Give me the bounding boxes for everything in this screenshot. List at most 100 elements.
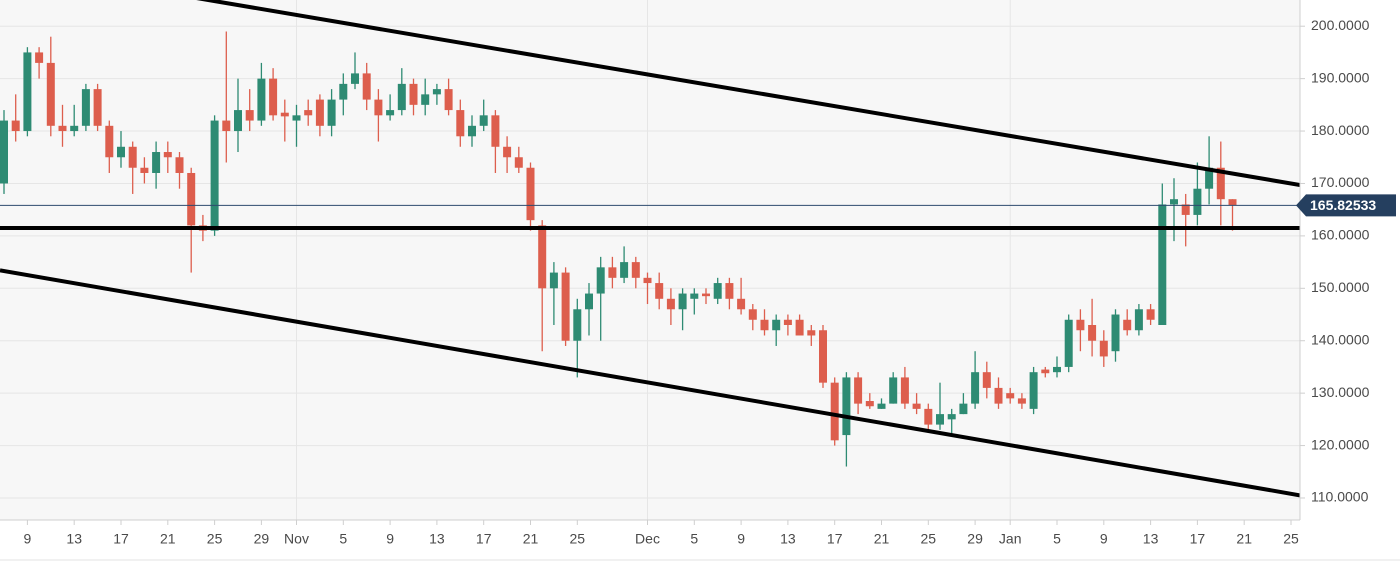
trendline: [0, 268, 1300, 498]
candle-body: [234, 110, 242, 132]
candle-body: [666, 298, 675, 310]
y-tick-label: 160.0000: [1311, 227, 1370, 243]
candle-body: [900, 377, 909, 404]
candle-body: [1041, 369, 1050, 374]
y-tick-label: 200.0000: [1311, 17, 1370, 33]
candle-body: [877, 403, 886, 409]
candle-body: [117, 146, 125, 158]
candle-body: [807, 330, 816, 336]
candle-body: [596, 267, 605, 294]
y-tick-label: 110.0000: [1311, 489, 1369, 505]
candle-body: [1053, 366, 1061, 373]
last-price-badge: [1296, 194, 1396, 217]
candle-body: [1064, 319, 1073, 367]
candle-body: [1181, 204, 1190, 215]
candle-body: [1076, 319, 1085, 331]
candle-body: [409, 83, 418, 105]
y-tick-label: 140.0000: [1311, 331, 1370, 347]
candle-body: [280, 112, 289, 117]
candle-body: [936, 414, 944, 425]
candle-body: [1170, 199, 1178, 205]
candle-body: [1088, 325, 1097, 341]
x-tick-label: 9: [737, 531, 745, 547]
candle-body: [304, 110, 313, 116]
candle-body: [1228, 199, 1237, 206]
candle-body: [526, 167, 535, 221]
candle-body: [222, 120, 231, 132]
x-tick-label: 9: [24, 531, 32, 547]
candle-body: [760, 319, 769, 331]
candle-body: [444, 89, 453, 111]
x-tick-label: 13: [429, 531, 445, 547]
candle-body: [748, 309, 757, 320]
candle-body: [339, 83, 348, 100]
x-tick-label: 25: [921, 531, 937, 547]
candle-body: [854, 377, 863, 404]
candle-body: [257, 78, 266, 121]
x-tick-label: Dec: [635, 531, 660, 547]
x-tick-label: Jan: [999, 531, 1022, 547]
x-tick-label: 13: [66, 531, 82, 547]
candle-body: [947, 414, 956, 420]
candle-body: [924, 408, 933, 425]
candle-body: [585, 293, 593, 310]
x-tick-label: 21: [160, 531, 176, 547]
candle-body: [35, 52, 44, 63]
candle-body: [152, 152, 161, 173]
candle-body: [1123, 319, 1132, 331]
candle-body: [327, 99, 336, 126]
candle-body: [690, 293, 699, 299]
x-tick-label: 25: [1283, 531, 1299, 547]
candle-body: [549, 272, 558, 289]
y-tick-label: 150.0000: [1311, 279, 1370, 295]
candle-body: [713, 283, 722, 299]
candle-body: [468, 125, 476, 137]
x-tick-label: 29: [967, 531, 983, 547]
candle-body: [631, 262, 640, 278]
candle-body: [655, 283, 664, 299]
candle-body: [514, 157, 523, 168]
candle-body: [643, 277, 652, 284]
x-tick-label: 9: [1100, 531, 1108, 547]
candle-body: [397, 83, 406, 111]
candle-body: [783, 319, 792, 325]
candle-body: [46, 62, 55, 126]
x-tick-label: 13: [1143, 531, 1159, 547]
candle-body: [1017, 398, 1026, 404]
candle-body: [830, 382, 839, 441]
candle-body: [912, 403, 921, 409]
x-tick-label: 17: [476, 531, 492, 547]
candle-body: [819, 330, 827, 383]
candle-body: [140, 167, 149, 173]
candle-body: [503, 146, 512, 158]
last-price-label: 165.82533: [1310, 197, 1376, 213]
candle-body: [561, 272, 570, 341]
x-tick-label: 21: [874, 531, 890, 547]
candle-body: [959, 403, 968, 415]
candle-body: [1029, 372, 1038, 409]
candle-body: [620, 262, 629, 278]
grid: [0, 0, 1300, 520]
candle-body: [315, 99, 324, 126]
x-tick-label: 17: [113, 531, 129, 547]
x-tick-label: 25: [207, 531, 223, 547]
candle-body: [737, 298, 746, 310]
candle-body: [374, 99, 383, 116]
candle-body: [538, 225, 547, 289]
candle-body: [351, 73, 359, 84]
x-tick-label: 9: [386, 531, 394, 547]
candle-body: [58, 125, 67, 132]
candle-body: [795, 319, 804, 336]
x-tick-label: 29: [254, 531, 270, 547]
y-tick-label: 170.0000: [1311, 174, 1370, 190]
candle-body: [128, 146, 137, 168]
candle-body: [23, 52, 32, 132]
y-tick-label: 190.0000: [1311, 69, 1370, 85]
candle-body: [491, 115, 500, 147]
candle-body: [269, 78, 278, 116]
candle-body: [292, 115, 301, 121]
candle-body: [11, 120, 20, 132]
marks: [0, 0, 1300, 498]
candle-body: [70, 125, 79, 132]
